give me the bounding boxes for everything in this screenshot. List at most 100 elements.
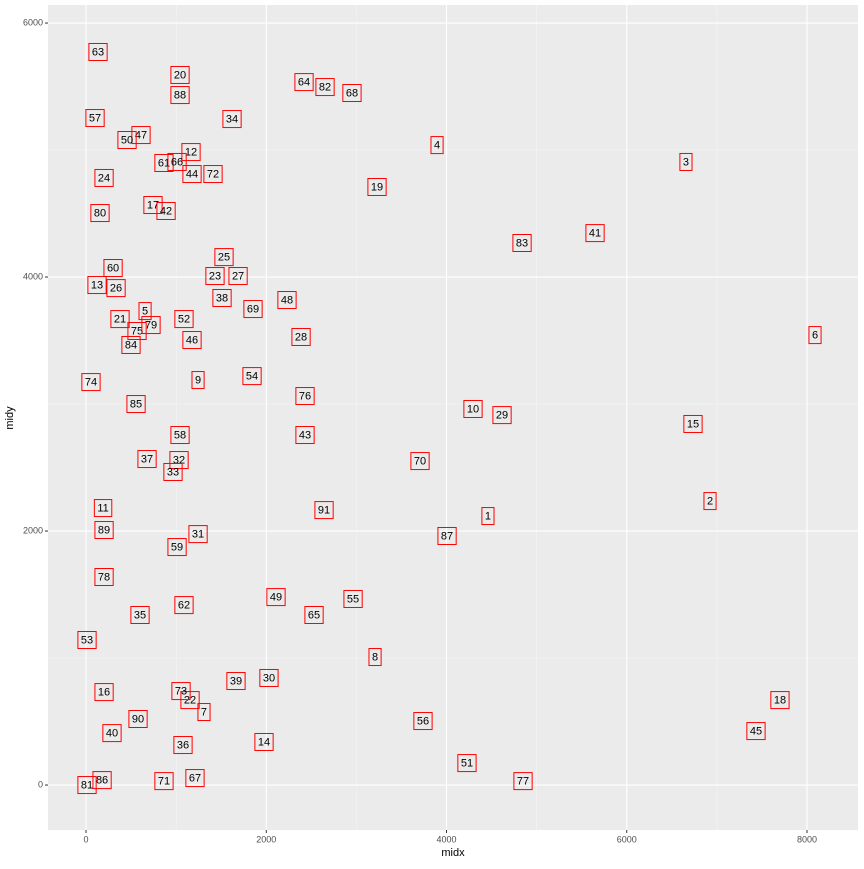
label-box — [94, 168, 114, 187]
point-label: 82 — [319, 81, 331, 93]
point-label: 63 — [92, 46, 104, 58]
point-label: 56 — [417, 715, 429, 727]
point-label: 54 — [246, 371, 258, 383]
point-label: 74 — [85, 376, 97, 388]
label-box — [137, 450, 157, 469]
label-box — [154, 153, 174, 172]
label-box — [167, 538, 187, 557]
label-box — [214, 248, 234, 267]
point-label: 24 — [98, 172, 110, 184]
label-box — [103, 259, 123, 278]
point-label: 35 — [134, 609, 146, 621]
label-box — [85, 109, 105, 128]
label-box — [90, 204, 110, 223]
label-box — [304, 605, 324, 624]
label-box — [94, 521, 114, 540]
label-box — [88, 42, 108, 61]
point-label: 6 — [812, 329, 818, 341]
x-axis-title: midx — [441, 847, 465, 859]
label-box — [102, 724, 122, 743]
point-label: 90 — [132, 713, 144, 725]
point-label: 91 — [318, 504, 330, 516]
point-label: 17 — [147, 199, 159, 211]
label-box — [291, 327, 311, 346]
label-box — [457, 754, 477, 773]
point-label: 36 — [177, 739, 189, 751]
y-tick-label: 2000 — [23, 525, 43, 535]
label-box — [277, 291, 297, 310]
label-box — [170, 426, 190, 445]
point-label: 38 — [216, 292, 228, 304]
point-label: 40 — [106, 728, 118, 740]
label-box — [242, 367, 262, 386]
point-label: 2 — [707, 495, 713, 507]
label-box — [94, 568, 114, 587]
point-label: 37 — [141, 453, 153, 465]
label-box — [167, 152, 187, 171]
point-label: 61 — [158, 157, 170, 169]
point-label: 62 — [178, 599, 190, 611]
point-label: 89 — [98, 524, 110, 536]
label-box — [294, 73, 314, 92]
point-label: 87 — [441, 530, 453, 542]
point-label: 72 — [207, 168, 219, 180]
point-label: 81 — [81, 779, 93, 791]
point-label: 32 — [173, 454, 185, 466]
point-label: 28 — [295, 331, 307, 343]
label-box — [343, 589, 363, 608]
label-box — [492, 406, 512, 425]
point-label: 4 — [434, 139, 440, 151]
label-box — [437, 526, 457, 545]
label-box — [315, 78, 335, 97]
x-tick-label: 4000 — [436, 834, 456, 844]
label-box — [197, 703, 211, 722]
label-box — [127, 322, 147, 341]
point-label: 53 — [81, 634, 93, 646]
label-box — [367, 177, 387, 196]
point-label: 67 — [189, 772, 201, 784]
y-tick-label: 6000 — [23, 17, 43, 27]
point-label: 79 — [145, 319, 157, 331]
label-box — [174, 596, 194, 615]
point-label: 49 — [270, 591, 282, 603]
panel — [48, 5, 858, 830]
point-label: 80 — [94, 207, 106, 219]
point-label: 78 — [98, 571, 110, 583]
point-label: 15 — [687, 418, 699, 430]
label-box — [110, 310, 130, 329]
label-box — [481, 507, 495, 526]
point-label: 26 — [110, 282, 122, 294]
point-label: 57 — [89, 112, 101, 124]
point-label: 50 — [121, 134, 133, 146]
label-box — [181, 143, 201, 162]
point-label: 21 — [114, 313, 126, 325]
label-box — [513, 772, 533, 791]
label-box — [141, 316, 161, 335]
label-box — [203, 165, 223, 184]
point-label: 69 — [247, 303, 259, 315]
label-box — [212, 288, 232, 307]
point-label: 13 — [91, 279, 103, 291]
y-tick-label: 0 — [38, 779, 43, 789]
label-box — [808, 326, 822, 345]
label-box — [169, 451, 189, 470]
label-box — [92, 771, 112, 790]
point-label: 39 — [230, 675, 242, 687]
point-label: 11 — [97, 502, 108, 514]
point-label: 20 — [174, 69, 186, 81]
label-box — [121, 335, 141, 354]
label-box — [512, 234, 532, 253]
label-box — [243, 300, 263, 319]
label-box — [746, 722, 766, 741]
point-label: 47 — [135, 129, 147, 141]
point-label: 29 — [496, 409, 508, 421]
label-box — [106, 279, 126, 298]
label-box — [130, 605, 150, 624]
point-label: 46 — [186, 334, 198, 346]
label-box — [77, 776, 97, 795]
point-label: 43 — [299, 429, 311, 441]
y-axis-title: midy — [4, 406, 16, 430]
label-box — [81, 373, 101, 392]
point-label: 48 — [281, 294, 293, 306]
label-box — [683, 414, 703, 433]
